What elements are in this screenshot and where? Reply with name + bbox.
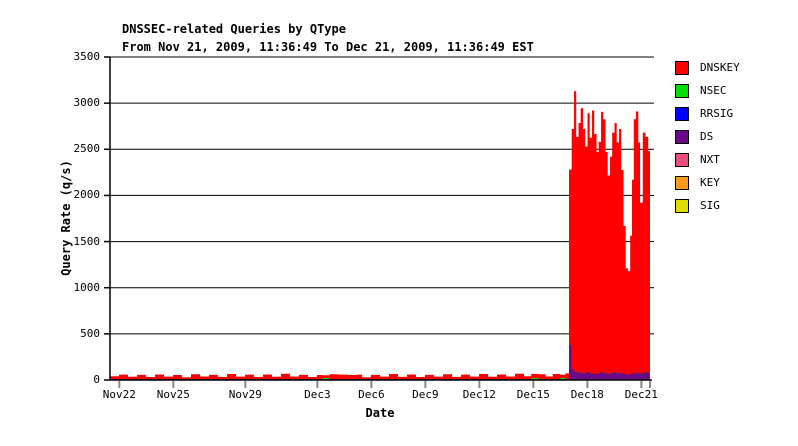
x-tick-label: Dec3 [304,388,331,401]
x-tick-label: Dec15 [516,388,550,401]
legend-swatch-ds [675,129,689,144]
legend-label: KEY [700,176,720,189]
ds-area [110,344,650,380]
x-tick-label: Dec9 [412,388,439,401]
legend-item-nsec: NSEC [675,83,740,98]
legend-item-ds: DS [675,129,740,144]
legend-label: NXT [700,153,720,166]
x-tick-label: Dec12 [462,388,496,401]
legend-item-key: KEY [675,175,740,190]
legend-label: NSEC [700,84,727,97]
x-tick-label: Nov25 [156,388,190,401]
legend: DNSKEY NSEC RRSIG DS NXT KEY SIG [675,60,740,213]
y-tick-label: 1500 [73,234,101,248]
legend-swatch-nxt [675,152,689,167]
x-axis-title: Date [365,406,395,420]
dnskey-area [110,91,650,380]
legend-item-sig: SIG [675,198,740,213]
legend-item-rrsig: RRSIG [675,106,740,121]
legend-swatch-rrsig [675,106,689,121]
y-tick-label: 3000 [73,96,101,110]
y-tick-label: 500 [80,326,100,340]
y-tick-label: 2500 [73,142,101,156]
legend-label: DNSKEY [700,61,740,74]
y-tick-label: 2000 [73,188,101,202]
legend-label: SIG [700,199,720,212]
legend-swatch-key [675,175,689,190]
x-tick-label: Nov29 [228,388,262,401]
legend-swatch-sig [675,198,689,213]
y-tick-label: 1000 [73,280,101,294]
legend-swatch-dnskey [675,60,689,75]
x-tick-label: Nov22 [102,388,136,401]
legend-label: RRSIG [700,107,734,120]
y-tick-label: 3500 [73,50,101,63]
legend-item-nxt: NXT [675,152,740,167]
chart-subtitle: From Nov 21, 2009, 11:36:49 To Dec 21, 2… [122,40,534,54]
y-axis-title: Query Rate (q/s) [59,160,73,276]
y-tick-label: 0 [93,373,100,386]
legend-label: DS [700,130,714,143]
legend-item-dnskey: DNSKEY [675,60,740,75]
x-tick-label: Dec6 [358,388,385,401]
x-tick-label: Dec18 [570,388,604,401]
chart-title: DNSSEC-related Queries by QType [122,22,346,36]
x-tick-label: Dec21 [624,388,658,401]
legend-swatch-nsec [675,83,689,98]
